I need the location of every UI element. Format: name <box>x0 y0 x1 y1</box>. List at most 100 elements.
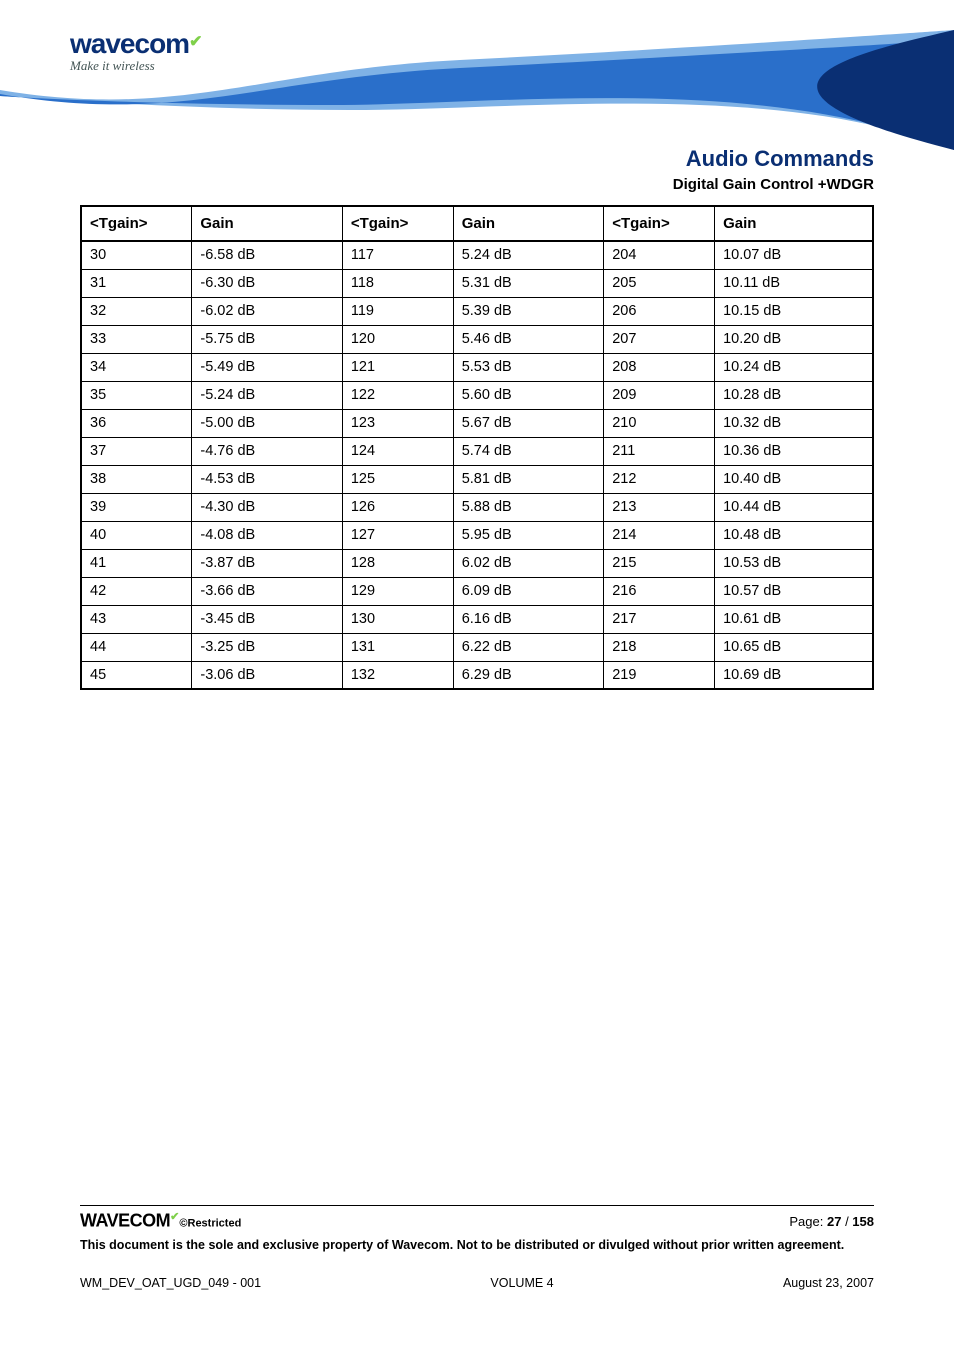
table-cell: 205 <box>604 269 715 297</box>
table-cell: 211 <box>604 437 715 465</box>
table-cell: -4.53 dB <box>192 465 342 493</box>
table-cell: 117 <box>342 241 453 269</box>
table-cell: 218 <box>604 633 715 661</box>
table-cell: 10.40 dB <box>715 465 873 493</box>
table-cell: -5.24 dB <box>192 381 342 409</box>
footer-volume: VOLUME 4 <box>490 1276 553 1290</box>
footer-restricted: ©Restricted <box>179 1217 241 1229</box>
table-cell: 209 <box>604 381 715 409</box>
table-cell: 208 <box>604 353 715 381</box>
table-cell: 5.39 dB <box>453 297 603 325</box>
brand-swirl-icon: ✔ <box>189 34 202 51</box>
footer-divider <box>80 1205 874 1206</box>
table-cell: -4.30 dB <box>192 493 342 521</box>
table-cell: 31 <box>81 269 192 297</box>
table-cell: 5.67 dB <box>453 409 603 437</box>
table-cell: 129 <box>342 577 453 605</box>
table-cell: 126 <box>342 493 453 521</box>
table-cell: -3.66 dB <box>192 577 342 605</box>
table-header-cell: Gain <box>453 206 603 241</box>
table-cell: 42 <box>81 577 192 605</box>
table-row: 42-3.66 dB1296.09 dB21610.57 dB <box>81 577 873 605</box>
table-cell: 33 <box>81 325 192 353</box>
table-cell: 5.81 dB <box>453 465 603 493</box>
table-cell: 10.53 dB <box>715 549 873 577</box>
table-cell: 30 <box>81 241 192 269</box>
table-cell: 10.69 dB <box>715 661 873 689</box>
table-cell: 6.22 dB <box>453 633 603 661</box>
table-cell: -3.87 dB <box>192 549 342 577</box>
footer-date: August 23, 2007 <box>783 1276 874 1290</box>
table-cell: 10.48 dB <box>715 521 873 549</box>
table-cell: 10.11 dB <box>715 269 873 297</box>
table-row: 44-3.25 dB1316.22 dB21810.65 dB <box>81 633 873 661</box>
table-cell: 128 <box>342 549 453 577</box>
footer-page: Page: 27 / 158 <box>789 1214 874 1229</box>
table-cell: 10.20 dB <box>715 325 873 353</box>
gain-table: <Tgain>Gain<Tgain>Gain<Tgain>Gain 30-6.5… <box>80 205 874 690</box>
table-header-cell: <Tgain> <box>604 206 715 241</box>
brand-tagline: Make it wireless <box>70 58 202 74</box>
table-cell: -5.75 dB <box>192 325 342 353</box>
table-cell: 5.53 dB <box>453 353 603 381</box>
table-row: 39-4.30 dB1265.88 dB21310.44 dB <box>81 493 873 521</box>
table-row: 31-6.30 dB1185.31 dB20510.11 dB <box>81 269 873 297</box>
table-cell: 10.44 dB <box>715 493 873 521</box>
table-cell: -3.45 dB <box>192 605 342 633</box>
table-cell: 5.95 dB <box>453 521 603 549</box>
table-cell: 210 <box>604 409 715 437</box>
table-cell: 217 <box>604 605 715 633</box>
table-cell: -3.06 dB <box>192 661 342 689</box>
table-cell: 5.60 dB <box>453 381 603 409</box>
table-cell: 10.24 dB <box>715 353 873 381</box>
table-row: 35-5.24 dB1225.60 dB20910.28 dB <box>81 381 873 409</box>
footer-top-row: WAVECOM✔©Restricted Page: 27 / 158 <box>80 1210 874 1231</box>
page-header: wavecom✔ Make it wireless <box>0 0 954 150</box>
table-cell: 5.74 dB <box>453 437 603 465</box>
table-row: 45-3.06 dB1326.29 dB21910.69 dB <box>81 661 873 689</box>
gain-table-body: 30-6.58 dB1175.24 dB20410.07 dB31-6.30 d… <box>81 241 873 689</box>
brand-name: wavecom✔ <box>70 28 202 60</box>
table-cell: 6.02 dB <box>453 549 603 577</box>
table-header-cell: <Tgain> <box>81 206 192 241</box>
table-cell: 10.57 dB <box>715 577 873 605</box>
section-subtitle: Digital Gain Control +WDGR <box>673 176 874 193</box>
table-cell: -6.30 dB <box>192 269 342 297</box>
gain-table-head: <Tgain>Gain<Tgain>Gain<Tgain>Gain <box>81 206 873 241</box>
table-cell: 39 <box>81 493 192 521</box>
table-cell: 123 <box>342 409 453 437</box>
table-cell: 5.31 dB <box>453 269 603 297</box>
table-cell: -6.58 dB <box>192 241 342 269</box>
table-cell: 10.65 dB <box>715 633 873 661</box>
table-cell: 10.15 dB <box>715 297 873 325</box>
table-cell: -5.49 dB <box>192 353 342 381</box>
table-cell: 216 <box>604 577 715 605</box>
table-cell: 206 <box>604 297 715 325</box>
table-cell: 43 <box>81 605 192 633</box>
table-cell: 37 <box>81 437 192 465</box>
table-row: 34-5.49 dB1215.53 dB20810.24 dB <box>81 353 873 381</box>
table-cell: 122 <box>342 381 453 409</box>
brand-logo: wavecom✔ Make it wireless <box>70 28 202 74</box>
table-cell: -6.02 dB <box>192 297 342 325</box>
table-cell: -5.00 dB <box>192 409 342 437</box>
footer-legal: This document is the sole and exclusive … <box>80 1237 874 1254</box>
table-header-cell: Gain <box>715 206 873 241</box>
table-cell: 121 <box>342 353 453 381</box>
table-cell: 10.32 dB <box>715 409 873 437</box>
table-cell: 118 <box>342 269 453 297</box>
table-cell: 130 <box>342 605 453 633</box>
table-cell: 215 <box>604 549 715 577</box>
brand-text: wavecom <box>70 28 189 59</box>
table-cell: 213 <box>604 493 715 521</box>
table-cell: 214 <box>604 521 715 549</box>
table-cell: 125 <box>342 465 453 493</box>
table-cell: 6.09 dB <box>453 577 603 605</box>
table-cell: 120 <box>342 325 453 353</box>
table-cell: 5.24 dB <box>453 241 603 269</box>
table-row: 43-3.45 dB1306.16 dB21710.61 dB <box>81 605 873 633</box>
table-cell: 204 <box>604 241 715 269</box>
table-row: 33-5.75 dB1205.46 dB20710.20 dB <box>81 325 873 353</box>
table-cell: 132 <box>342 661 453 689</box>
page-current: 27 <box>827 1214 841 1229</box>
